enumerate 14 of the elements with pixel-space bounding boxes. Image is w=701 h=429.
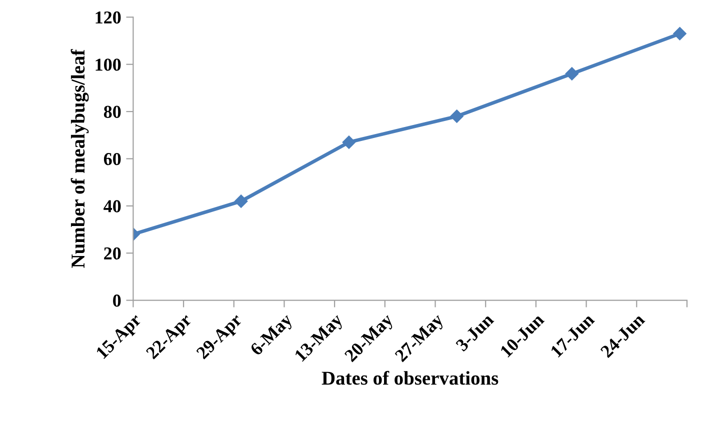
y-tick-label: 100 — [96, 58, 121, 71]
y-axis-title: Number of mealybugs/leaf — [70, 49, 89, 268]
x-axis-title: Dates of observations — [322, 370, 498, 385]
y-tick-label: 80 — [104, 106, 121, 118]
y-tick-label: 0 — [113, 294, 121, 307]
y-tick-label: 60 — [104, 152, 121, 166]
point — [450, 110, 464, 123]
point — [342, 136, 356, 149]
point — [673, 27, 686, 40]
y-tick-label: 120 — [96, 11, 121, 24]
point — [234, 194, 248, 208]
y-tick-label: 20 — [104, 247, 121, 260]
y-tick-label: 40 — [104, 200, 121, 212]
point — [565, 67, 578, 80]
